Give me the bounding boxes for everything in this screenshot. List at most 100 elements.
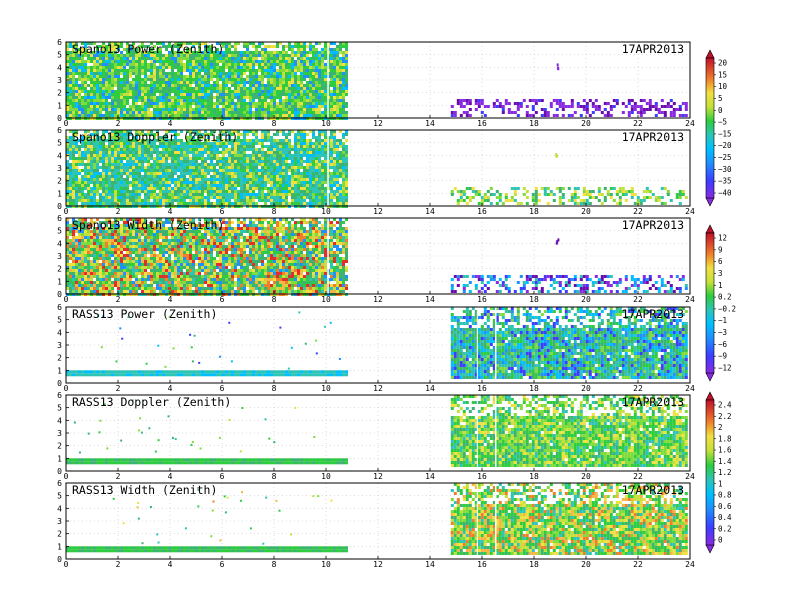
heatmap-cell [324, 45, 327, 48]
heatmap-cell [72, 136, 75, 139]
heatmap-cell [72, 45, 75, 48]
heatmap-cell [243, 69, 246, 72]
heatmap-cell [306, 105, 309, 108]
heatmap-cell [306, 157, 309, 160]
heatmap-cell [84, 102, 87, 105]
heatmap-cell [531, 196, 535, 199]
heatmap-cell [195, 90, 198, 93]
y-tick-label: 5 [57, 51, 62, 60]
heatmap-cell [189, 193, 192, 196]
heatmap-cell [255, 111, 258, 114]
heatmap-cell [339, 142, 342, 145]
y-tick-label: 0 [57, 114, 62, 123]
heatmap-cell [258, 142, 261, 145]
heatmap-cell [186, 102, 189, 105]
heatmap-cell [567, 114, 571, 117]
heatmap-cell [204, 184, 207, 187]
heatmap-cell [297, 99, 300, 102]
heatmap-cell [246, 160, 249, 163]
heatmap-cell [171, 148, 174, 151]
heatmap-cell [210, 102, 213, 105]
heatmap-cell [150, 60, 153, 63]
heatmap-cell [135, 63, 138, 66]
heatmap-cell [150, 93, 153, 96]
heatmap-cell [243, 99, 246, 102]
heatmap-cell [135, 190, 138, 193]
heatmap-cell [234, 60, 237, 63]
heatmap-cell [72, 187, 75, 190]
heatmap-cell [93, 193, 96, 196]
heatmap-cell [102, 42, 105, 45]
heatmap-cell [516, 187, 520, 190]
heatmap-cell [186, 184, 189, 187]
heatmap-cell [99, 181, 102, 184]
heatmap-cell [117, 45, 120, 48]
heatmap-cell [345, 51, 348, 54]
heatmap-cell [273, 139, 276, 142]
heatmap-cell [177, 48, 180, 51]
heatmap-cell [498, 193, 502, 196]
heatmap-cell [309, 84, 312, 87]
heatmap-cell [312, 130, 315, 133]
heatmap-cell [267, 75, 270, 78]
heatmap-cell [618, 196, 622, 199]
heatmap-cell [231, 84, 234, 87]
heatmap-cell [162, 199, 165, 202]
heatmap-cell [135, 172, 138, 175]
heatmap-cell [96, 57, 99, 60]
heatmap-cell [276, 172, 279, 175]
heatmap-cell [312, 114, 315, 117]
heatmap-cell [234, 175, 237, 178]
heatmap-cell [159, 81, 162, 84]
heatmap-cell [204, 169, 207, 172]
heatmap-cell [78, 196, 81, 199]
heatmap-cell [123, 87, 126, 90]
heatmap-cell [261, 136, 264, 139]
heatmap-cell [138, 142, 141, 145]
heatmap-cell [555, 99, 559, 102]
heatmap-cell [300, 202, 303, 205]
heatmap-cell [210, 190, 213, 193]
heatmap-cell [558, 190, 562, 193]
heatmap-cell [192, 57, 195, 60]
heatmap-cell [474, 190, 478, 193]
heatmap-cell [651, 105, 655, 108]
heatmap-cell [504, 199, 508, 202]
heatmap-cell [243, 148, 246, 151]
heatmap-cell [120, 57, 123, 60]
heatmap-cell [342, 169, 345, 172]
heatmap-cell [300, 163, 303, 166]
heatmap-cell [141, 111, 144, 114]
heatmap-cell [276, 81, 279, 84]
heatmap-cell [123, 181, 126, 184]
heatmap-cell [324, 48, 327, 51]
heatmap-cell [189, 148, 192, 151]
heatmap-cell [258, 84, 261, 87]
heatmap-cell [282, 99, 285, 102]
heatmap-cell [195, 81, 198, 84]
heatmap-cell [306, 193, 309, 196]
heatmap-cell [159, 51, 162, 54]
heatmap-cell [249, 196, 252, 199]
heatmap-cell [345, 178, 348, 181]
heatmap-cell [87, 190, 90, 193]
heatmap-cell [117, 175, 120, 178]
heatmap-cell [324, 130, 327, 133]
heatmap-cell [303, 114, 306, 117]
heatmap-cell [111, 178, 114, 181]
heatmap-cell [312, 66, 315, 69]
heatmap-cell [222, 57, 225, 60]
heatmap-cell [216, 190, 219, 193]
heatmap-cell [183, 145, 186, 148]
heatmap-cell [162, 96, 165, 99]
heatmap-cell [108, 163, 111, 166]
heatmap-cell [204, 142, 207, 145]
heatmap-cell [216, 96, 219, 99]
heatmap-cell [255, 96, 258, 99]
heatmap-cell [234, 81, 237, 84]
heatmap-cell [165, 78, 168, 81]
heatmap-cell [556, 63, 559, 67]
heatmap-cell [102, 157, 105, 160]
heatmap-cell [333, 96, 336, 99]
heatmap-cell [660, 99, 664, 102]
